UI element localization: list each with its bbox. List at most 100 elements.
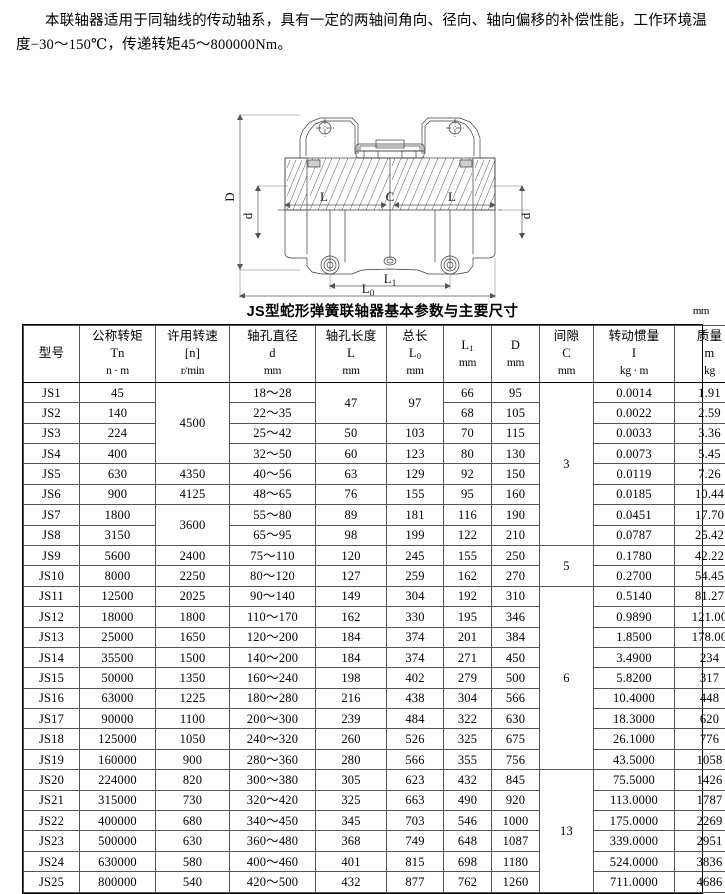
cell-mass: 7.26 — [675, 464, 725, 484]
table-title-row: JS型蛇形弹簧联轴器基本参数与主要尺寸 mm — [0, 300, 725, 324]
cell-speed: 1650 — [156, 627, 230, 647]
cell-outer-diameter: 920 — [492, 790, 540, 810]
cell-bore-diameter: 240～320 — [230, 729, 316, 749]
cell-total-length: 815 — [387, 851, 444, 871]
cell-moment-of-inertia: 0.0119 — [594, 464, 675, 484]
cell-speed: 2250 — [156, 566, 230, 586]
cell-nominal-torque: 315000 — [80, 790, 156, 810]
cell-nominal-torque: 160000 — [80, 749, 156, 769]
cell-speed: 900 — [156, 749, 230, 769]
cell-speed: 4500 — [156, 382, 230, 464]
cell-moment-of-inertia: 0.0014 — [594, 382, 675, 402]
cell-nominal-torque: 400 — [80, 444, 156, 464]
cell-model: JS22 — [24, 811, 80, 831]
cell-nominal-torque: 500000 — [80, 831, 156, 851]
cell-bore-diameter: 200～300 — [230, 709, 316, 729]
cell-model: JS19 — [24, 749, 80, 769]
cell-bore-diameter: 90～140 — [230, 586, 316, 606]
cell-L1: 116 — [444, 505, 492, 525]
cell-total-length: 245 — [387, 545, 444, 565]
cell-total-length: 155 — [387, 484, 444, 504]
cell-nominal-torque: 63000 — [80, 688, 156, 708]
cell-outer-diameter: 1180 — [492, 851, 540, 871]
cell-mass: 317 — [675, 668, 725, 688]
cell-gap: 13 — [540, 770, 594, 892]
dim-label-C: C — [386, 189, 395, 204]
cell-total-length: 438 — [387, 688, 444, 708]
intro-paragraph: 本联轴器适用于同轴线的传动轴系，具有一定的两轴间角向、径向、轴向偏移的补偿性能，… — [0, 0, 725, 58]
cell-model: JS21 — [24, 790, 80, 810]
cell-outer-diameter: 115 — [492, 423, 540, 443]
cell-total-length: 566 — [387, 749, 444, 769]
coupling-drawing-svg: D d d L C L L1 L0 — [0, 58, 725, 298]
cell-L1: 546 — [444, 811, 492, 831]
cell-bore-length: 239 — [316, 709, 387, 729]
cell-total-length: 484 — [387, 709, 444, 729]
cell-model: JS3 — [24, 423, 80, 443]
cell-total-length: 199 — [387, 525, 444, 545]
cell-L1: 122 — [444, 525, 492, 545]
cell-moment-of-inertia: 5.8200 — [594, 668, 675, 688]
cell-nominal-torque: 900 — [80, 484, 156, 504]
cell-bore-diameter: 25～42 — [230, 423, 316, 443]
cell-bore-length: 120 — [316, 545, 387, 565]
cell-total-length: 663 — [387, 790, 444, 810]
cell-total-length: 877 — [387, 872, 444, 892]
cell-L1: 271 — [444, 647, 492, 667]
cell-bore-diameter: 300～380 — [230, 770, 316, 790]
table-unit-note: mm — [693, 305, 709, 317]
dim-label-L-right: L — [448, 189, 456, 204]
cell-outer-diameter: 1000 — [492, 811, 540, 831]
cell-L1: 432 — [444, 770, 492, 790]
cell-bore-length: 98 — [316, 525, 387, 545]
cell-moment-of-inertia: 1.8500 — [594, 627, 675, 647]
cell-model: JS20 — [24, 770, 80, 790]
cell-L1: 95 — [444, 484, 492, 504]
cell-mass: 121.00 — [675, 607, 725, 627]
cell-outer-diameter: 105 — [492, 403, 540, 423]
cell-model: JS25 — [24, 872, 80, 892]
cell-nominal-torque: 224000 — [80, 770, 156, 790]
cell-speed: 1800 — [156, 607, 230, 627]
cell-total-length: 749 — [387, 831, 444, 851]
cell-moment-of-inertia: 0.5140 — [594, 586, 675, 606]
cell-gap: 6 — [540, 586, 594, 770]
cell-model: JS13 — [24, 627, 80, 647]
cell-moment-of-inertia: 0.0073 — [594, 444, 675, 464]
cell-bore-diameter: 160～240 — [230, 668, 316, 688]
cell-speed: 820 — [156, 770, 230, 790]
cell-bore-diameter: 420～500 — [230, 872, 316, 892]
cell-mass: 42.22 — [675, 545, 725, 565]
cell-model: JS5 — [24, 464, 80, 484]
cell-speed: 1350 — [156, 668, 230, 688]
cell-moment-of-inertia: 0.0451 — [594, 505, 675, 525]
cell-L1: 648 — [444, 831, 492, 851]
cell-bore-diameter: 40～56 — [230, 464, 316, 484]
cell-outer-diameter: 1260 — [492, 872, 540, 892]
cell-moment-of-inertia: 0.0185 — [594, 484, 675, 504]
dim-label-L0: L0 — [362, 281, 375, 298]
cell-total-length: 526 — [387, 729, 444, 749]
cell-total-length: 623 — [387, 770, 444, 790]
cell-outer-diameter: 150 — [492, 464, 540, 484]
cell-bore-length: 401 — [316, 851, 387, 871]
cell-speed: 1100 — [156, 709, 230, 729]
cell-moment-of-inertia: 75.5000 — [594, 770, 675, 790]
cell-bore-diameter: 340～450 — [230, 811, 316, 831]
cell-nominal-torque: 12500 — [80, 586, 156, 606]
cell-bore-length: 260 — [316, 729, 387, 749]
cell-L1: 70 — [444, 423, 492, 443]
cell-total-length: 402 — [387, 668, 444, 688]
cell-speed: 4350 — [156, 464, 230, 484]
